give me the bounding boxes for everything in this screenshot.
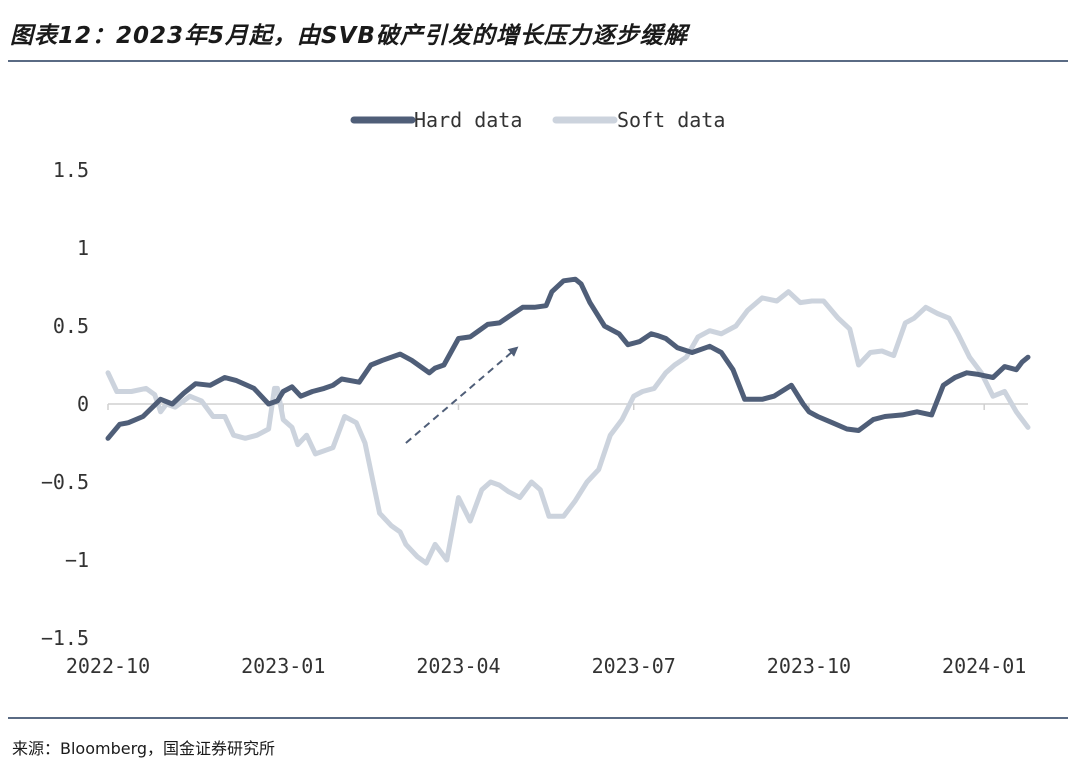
source-note: 来源：Bloomberg，国金证券研究所 [12,739,276,758]
annotation-layer [405,346,519,444]
y-tick-label: −1 [65,548,89,572]
title-divider [8,60,1068,62]
series-line-soft-data [105,289,1031,566]
y-tick-label: 1.5 [53,158,89,182]
x-tick-label: 2023-04 [416,654,500,678]
y-axis-ticks: 1.5 1 0.5 0 −0.5 −1 −1.5 [41,158,89,650]
x-tick-label: 2023-10 [767,654,851,678]
y-tick-label: −1.5 [41,626,89,650]
legend-label-soft-data: Soft data [617,108,725,132]
legend-label-hard-data: Hard data [414,108,522,132]
x-axis-ticks: 2022-10 2023-01 2023-04 2023-07 2023-10 2024-… [66,404,1026,678]
series-layer [105,276,1031,566]
series-line-hard-data [105,276,1031,441]
legend: Hard data Soft data [350,108,725,132]
x-tick-label: 2024-01 [942,654,1026,678]
x-tick-label: 2023-07 [592,654,676,678]
y-tick-label: 0 [77,392,89,416]
y-tick-label: −0.5 [41,470,89,494]
y-tick-label: 1 [77,236,89,260]
x-tick-label: 2022-10 [66,654,150,678]
y-tick-label: 0.5 [53,314,89,338]
footer-divider [8,717,1068,719]
trend-arrow [405,346,519,444]
x-tick-label: 2023-01 [241,654,325,678]
chart-title: 图表12：2023年5月起，由SVB破产引发的增长压力逐步缓解 [10,23,688,49]
